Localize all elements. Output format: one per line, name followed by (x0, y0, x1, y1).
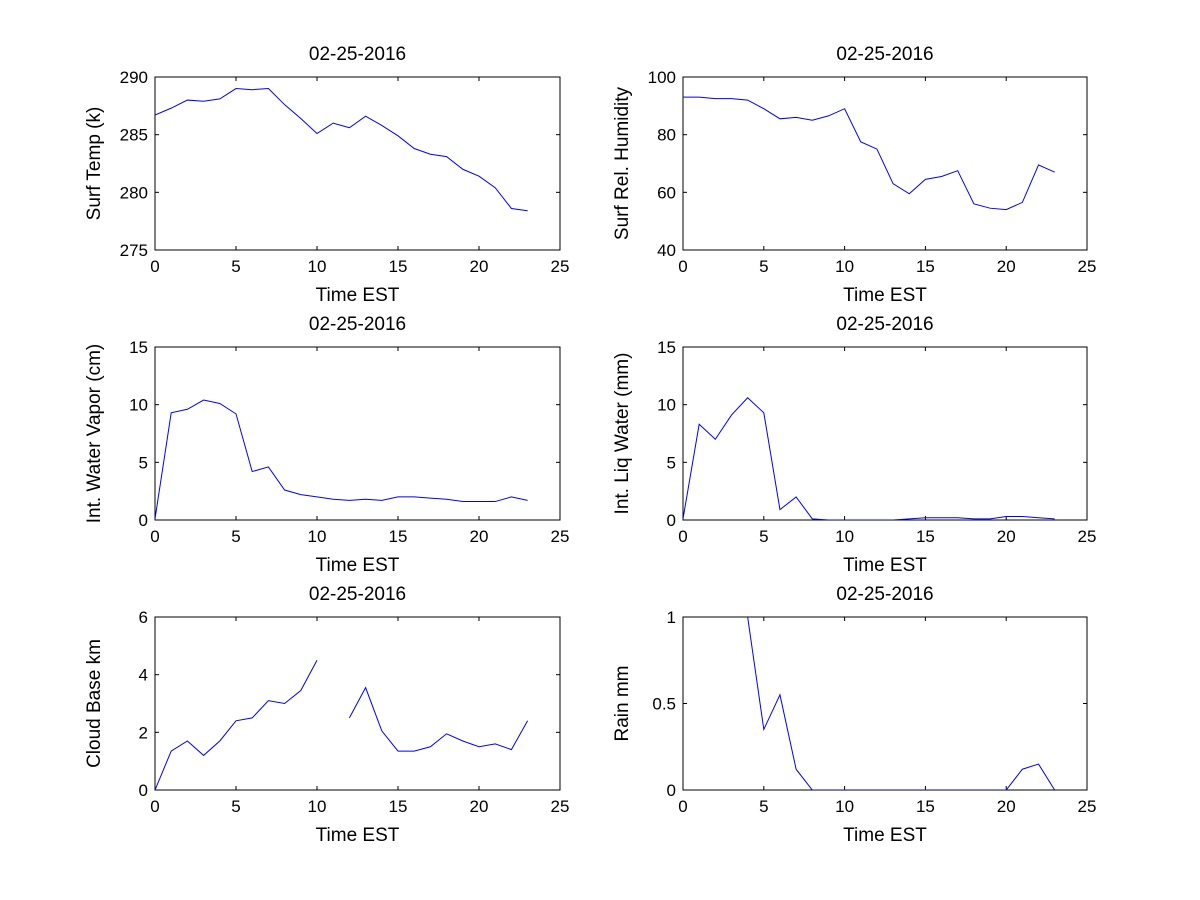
x-tick-label: 10 (308, 797, 327, 816)
chart-title: 02-25-2016 (836, 314, 933, 335)
x-tick-label: 10 (835, 797, 854, 816)
y-tick-label: 290 (120, 68, 148, 87)
y-tick-label: 100 (648, 68, 676, 87)
chart-title: 02-25-2016 (836, 584, 933, 605)
x-tick-label: 0 (678, 527, 687, 546)
y-tick-label: 15 (657, 338, 676, 357)
y-tick-label: 10 (657, 396, 676, 415)
axes-frame (154, 346, 561, 521)
x-tick-label: 0 (150, 797, 159, 816)
subplot-2: 0 5 10 15 20 25 40 60 80 100 02-25-2016 Time EST Sur… (612, 44, 1096, 306)
y-axis-label: Rain mm (612, 665, 633, 741)
subplot-5: 0 5 10 15 20 25 0 2 4 6 02-25-2016 Time EST Cloud Ba… (84, 584, 569, 846)
axes-frame (154, 76, 561, 251)
x-tick-label: 25 (551, 527, 570, 546)
x-tick-label: 0 (678, 797, 687, 816)
chart-title: 02-25-2016 (309, 314, 406, 335)
x-tick-label: 5 (759, 257, 768, 276)
chart-title: 02-25-2016 (309, 584, 406, 605)
y-axis-label: Int. Liq Water (mm) (612, 353, 633, 515)
chart-title: 02-25-2016 (309, 44, 406, 65)
series-line (683, 96, 1055, 211)
x-tick-label: 0 (150, 257, 159, 276)
y-tick-label: 5 (139, 453, 148, 472)
x-axis-label: Time EST (316, 285, 400, 306)
x-axis-label: Time EST (316, 825, 400, 846)
y-axis-label: Surf Temp (k) (84, 107, 105, 221)
x-tick-label: 10 (308, 527, 327, 546)
series-line (348, 686, 529, 752)
y-tick-label: 60 (657, 183, 676, 202)
x-tick-label: 5 (759, 527, 768, 546)
y-tick-label: 280 (120, 183, 148, 202)
x-tick-label: 15 (916, 527, 935, 546)
y-tick-label: 6 (139, 608, 148, 627)
subplot-1: 0 5 10 15 20 25 275 280 285 290 02-25-2016 Time EST… (84, 44, 569, 306)
x-tick-label: 10 (835, 527, 854, 546)
y-tick-label: 4 (139, 666, 148, 685)
axes-frame (682, 76, 1088, 251)
y-tick-label: 2 (139, 723, 148, 742)
x-tick-label: 5 (231, 797, 240, 816)
y-tick-label: 0 (139, 511, 148, 530)
x-axis-label: Time EST (843, 285, 927, 306)
x-tick-label: 0 (150, 527, 159, 546)
x-tick-label: 20 (470, 797, 489, 816)
x-tick-label: 15 (389, 527, 408, 546)
y-tick-label: 285 (120, 126, 148, 145)
y-axis-label: Surf Rel. Humidity (612, 86, 633, 240)
chart-title: 02-25-2016 (836, 44, 933, 65)
x-axis-label: Time EST (843, 555, 927, 576)
x-tick-label: 20 (470, 527, 489, 546)
y-axis-label: Int. Water Vapor (cm) (84, 344, 105, 523)
y-tick-label: 5 (667, 453, 676, 472)
x-tick-label: 20 (997, 797, 1016, 816)
axes-frame (682, 616, 1088, 791)
y-tick-label: 80 (657, 126, 676, 145)
series-line (155, 660, 318, 790)
x-tick-label: 15 (389, 797, 408, 816)
x-tick-label: 20 (470, 257, 489, 276)
x-tick-label: 5 (231, 257, 240, 276)
y-tick-label: 1 (667, 608, 676, 627)
x-axis-label: Time EST (843, 825, 927, 846)
x-tick-label: 15 (916, 797, 935, 816)
y-tick-label: 0 (667, 511, 676, 530)
y-tick-label: 15 (129, 338, 148, 357)
x-tick-label: 0 (678, 257, 687, 276)
x-tick-label: 20 (997, 527, 1016, 546)
y-axis-label: Cloud Base km (84, 639, 105, 768)
x-tick-label: 10 (835, 257, 854, 276)
series-line (155, 399, 528, 519)
x-tick-label: 25 (1078, 797, 1097, 816)
axes-frame (682, 346, 1088, 521)
x-tick-label: 25 (1078, 257, 1097, 276)
x-tick-label: 25 (1078, 527, 1097, 546)
x-tick-label: 15 (916, 257, 935, 276)
y-tick-label: 0.5 (652, 695, 676, 714)
y-tick-label: 0 (139, 781, 148, 800)
y-tick-label: 275 (120, 241, 148, 260)
x-tick-label: 25 (551, 257, 570, 276)
series-line (747, 617, 1056, 790)
series-line (155, 88, 528, 212)
x-axis-label: Time EST (316, 555, 400, 576)
subplot-4: 0 5 10 15 20 25 0 5 10 15 02-25-2016 Time EST Int. L… (612, 314, 1096, 576)
x-tick-label: 15 (389, 257, 408, 276)
x-tick-label: 25 (551, 797, 570, 816)
series-line (683, 397, 1055, 520)
y-tick-label: 10 (129, 396, 148, 415)
x-tick-label: 10 (308, 257, 327, 276)
y-tick-label: 0 (667, 781, 676, 800)
y-tick-label: 40 (657, 241, 676, 260)
x-tick-label: 5 (231, 527, 240, 546)
subplot-3: 0 5 10 15 20 25 0 5 10 15 02-25-2016 Time EST Int. W… (84, 314, 569, 576)
x-tick-label: 20 (997, 257, 1016, 276)
subplot-6: 0 5 10 15 20 25 0 0.5 1 02-25-2016 Time EST Rain mm (612, 584, 1096, 846)
x-tick-label: 5 (759, 797, 768, 816)
